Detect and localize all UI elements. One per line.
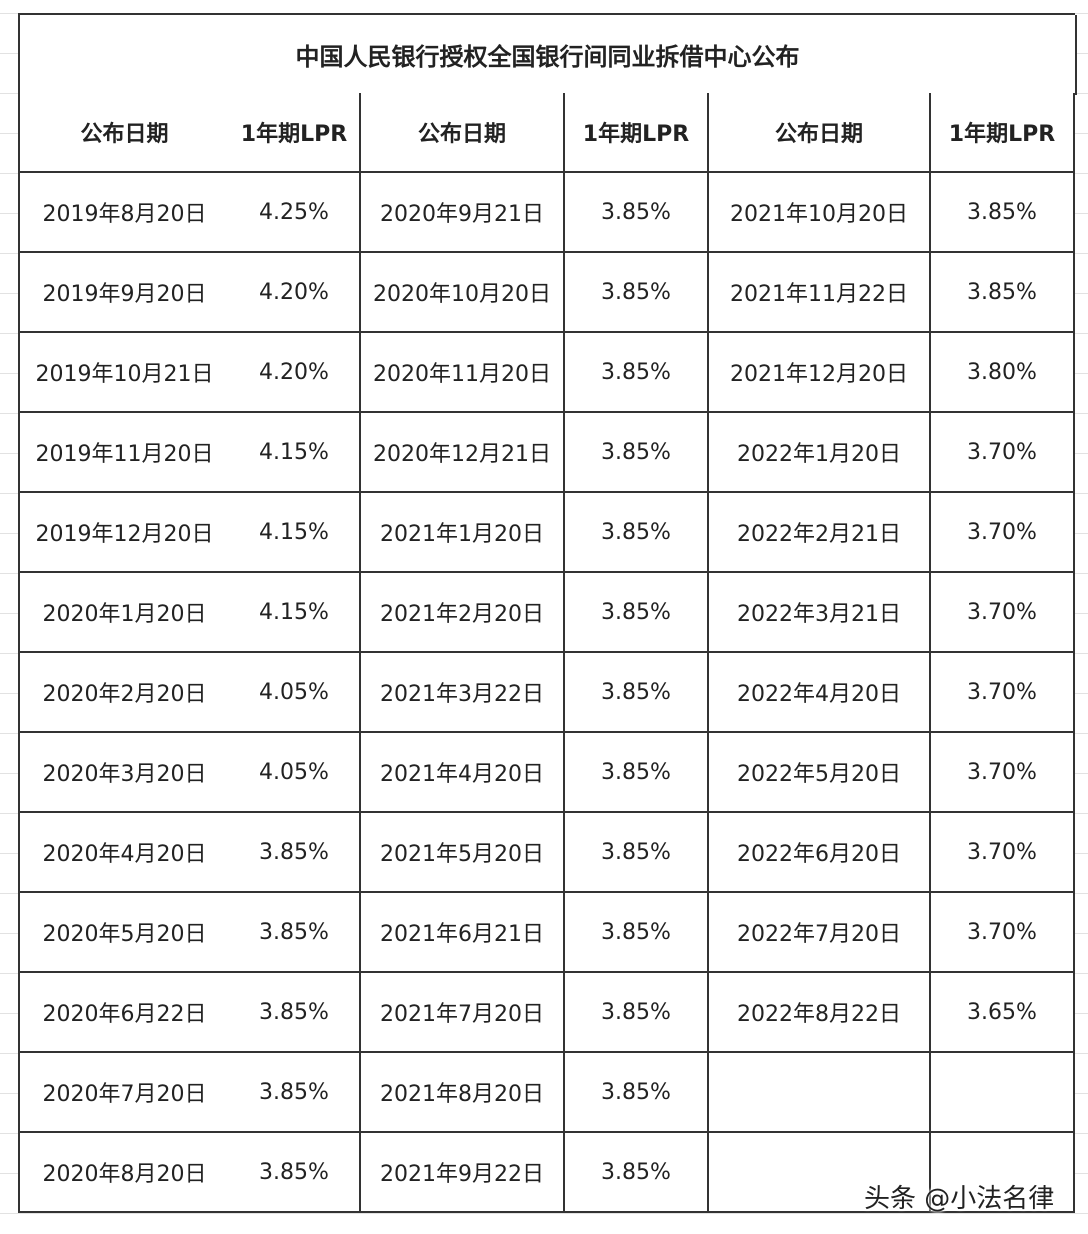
date-cell: 2021年8月20日	[361, 1053, 565, 1133]
rate-cell	[931, 1133, 1075, 1213]
rate-cell	[931, 1053, 1075, 1133]
rate-cell: 4.20%	[229, 253, 361, 333]
rate-cell: 4.15%	[229, 573, 361, 653]
date-cell: 2020年2月20日	[20, 653, 231, 733]
date-cell: 2021年9月22日	[361, 1133, 565, 1213]
rate-cell: 3.85%	[565, 173, 709, 253]
date-cell: 2020年7月20日	[20, 1053, 231, 1133]
date-cell: 2020年4月20日	[20, 813, 231, 893]
date-cell: 2022年2月21日	[709, 493, 931, 573]
date-cell: 2022年1月20日	[709, 413, 931, 493]
rate-cell: 3.85%	[565, 573, 709, 653]
rate-cell: 3.85%	[565, 653, 709, 733]
rate-cell: 3.85%	[229, 973, 361, 1053]
date-cell: 2020年5月20日	[20, 893, 231, 973]
date-cell: 2021年3月22日	[361, 653, 565, 733]
date-cell: 2021年11月22日	[709, 253, 931, 333]
date-cell: 2021年2月20日	[361, 573, 565, 653]
date-cell: 2022年5月20日	[709, 733, 931, 813]
header-cell: 公布日期	[709, 93, 931, 173]
date-cell	[709, 1053, 931, 1133]
rate-cell: 3.85%	[229, 813, 361, 893]
date-cell: 2020年9月21日	[361, 173, 565, 253]
date-cell: 2022年3月21日	[709, 573, 931, 653]
header-cell: 公布日期	[20, 93, 231, 173]
date-cell: 2021年7月20日	[361, 973, 565, 1053]
date-cell: 2019年12月20日	[20, 493, 231, 573]
date-cell: 2021年12月20日	[709, 333, 931, 413]
rate-cell: 3.85%	[565, 733, 709, 813]
date-cell: 2022年4月20日	[709, 653, 931, 733]
table-title: 中国人民银行授权全国银行间同业拆借中心公布	[20, 15, 1077, 95]
date-cell: 2021年6月21日	[361, 893, 565, 973]
date-cell: 2021年4月20日	[361, 733, 565, 813]
lpr-table: 中国人民银行授权全国银行间同业拆借中心公布 公布日期 1年期LPR 公布日期 1年期LP…	[18, 13, 1077, 1213]
date-cell: 2019年10月21日	[20, 333, 231, 413]
date-cell	[709, 1133, 931, 1213]
rate-cell: 3.85%	[931, 173, 1075, 253]
rate-cell: 3.85%	[565, 413, 709, 493]
rate-cell: 3.70%	[931, 893, 1075, 973]
date-cell: 2020年3月20日	[20, 733, 231, 813]
date-cell: 2019年11月20日	[20, 413, 231, 493]
date-cell: 2020年11月20日	[361, 333, 565, 413]
rate-cell: 4.15%	[229, 413, 361, 493]
date-cell: 2020年10月20日	[361, 253, 565, 333]
rate-cell: 3.85%	[565, 253, 709, 333]
rate-cell: 3.85%	[565, 333, 709, 413]
rate-cell: 3.85%	[565, 493, 709, 573]
date-cell: 2022年8月22日	[709, 973, 931, 1053]
rate-cell: 3.70%	[931, 493, 1075, 573]
rate-cell: 3.85%	[229, 1053, 361, 1133]
header-cell: 公布日期	[361, 93, 565, 173]
date-cell: 2021年5月20日	[361, 813, 565, 893]
rate-cell: 3.80%	[931, 333, 1075, 413]
rate-cell: 3.85%	[931, 253, 1075, 333]
date-cell: 2020年12月21日	[361, 413, 565, 493]
date-cell: 2020年1月20日	[20, 573, 231, 653]
rate-cell: 3.85%	[565, 1133, 709, 1213]
rate-cell: 4.20%	[229, 333, 361, 413]
date-cell: 2019年9月20日	[20, 253, 231, 333]
rate-cell: 3.65%	[931, 973, 1075, 1053]
date-cell: 2019年8月20日	[20, 173, 231, 253]
header-cell: 1年期LPR	[229, 93, 361, 173]
date-cell: 2021年1月20日	[361, 493, 565, 573]
rate-cell: 4.05%	[229, 733, 361, 813]
date-cell: 2021年10月20日	[709, 173, 931, 253]
rate-cell: 3.85%	[565, 813, 709, 893]
rate-cell: 3.70%	[931, 813, 1075, 893]
rate-cell: 3.70%	[931, 653, 1075, 733]
date-cell: 2022年7月20日	[709, 893, 931, 973]
rate-cell: 3.85%	[565, 973, 709, 1053]
rate-cell: 4.05%	[229, 653, 361, 733]
rate-cell: 3.70%	[931, 733, 1075, 813]
header-cell: 1年期LPR	[931, 93, 1075, 173]
header-cell: 1年期LPR	[565, 93, 709, 173]
rate-cell: 3.85%	[229, 893, 361, 973]
rate-cell: 3.85%	[229, 1133, 361, 1213]
rate-cell: 3.70%	[931, 413, 1075, 493]
rate-cell: 4.25%	[229, 173, 361, 253]
rate-cell: 3.70%	[931, 573, 1075, 653]
rate-cell: 3.85%	[565, 893, 709, 973]
watermark: 头条 @小法名律	[864, 1184, 1055, 1214]
date-cell: 2022年6月20日	[709, 813, 931, 893]
date-cell: 2020年6月22日	[20, 973, 231, 1053]
rate-cell: 3.85%	[565, 1053, 709, 1133]
date-cell: 2020年8月20日	[20, 1133, 231, 1213]
rate-cell: 4.15%	[229, 493, 361, 573]
